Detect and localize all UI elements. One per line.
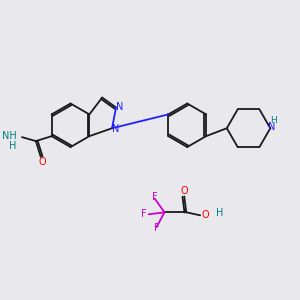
Text: N: N [268, 122, 275, 132]
Text: N: N [116, 103, 124, 112]
Text: F: F [141, 209, 146, 219]
Text: O: O [201, 210, 209, 220]
Text: N: N [112, 124, 120, 134]
Text: H: H [9, 141, 17, 151]
Text: F: F [154, 223, 159, 233]
Text: NH: NH [2, 131, 17, 141]
Text: O: O [39, 157, 46, 167]
Text: F: F [152, 193, 158, 202]
Text: O: O [181, 186, 188, 196]
Text: H: H [270, 116, 277, 125]
Text: H: H [216, 208, 224, 218]
